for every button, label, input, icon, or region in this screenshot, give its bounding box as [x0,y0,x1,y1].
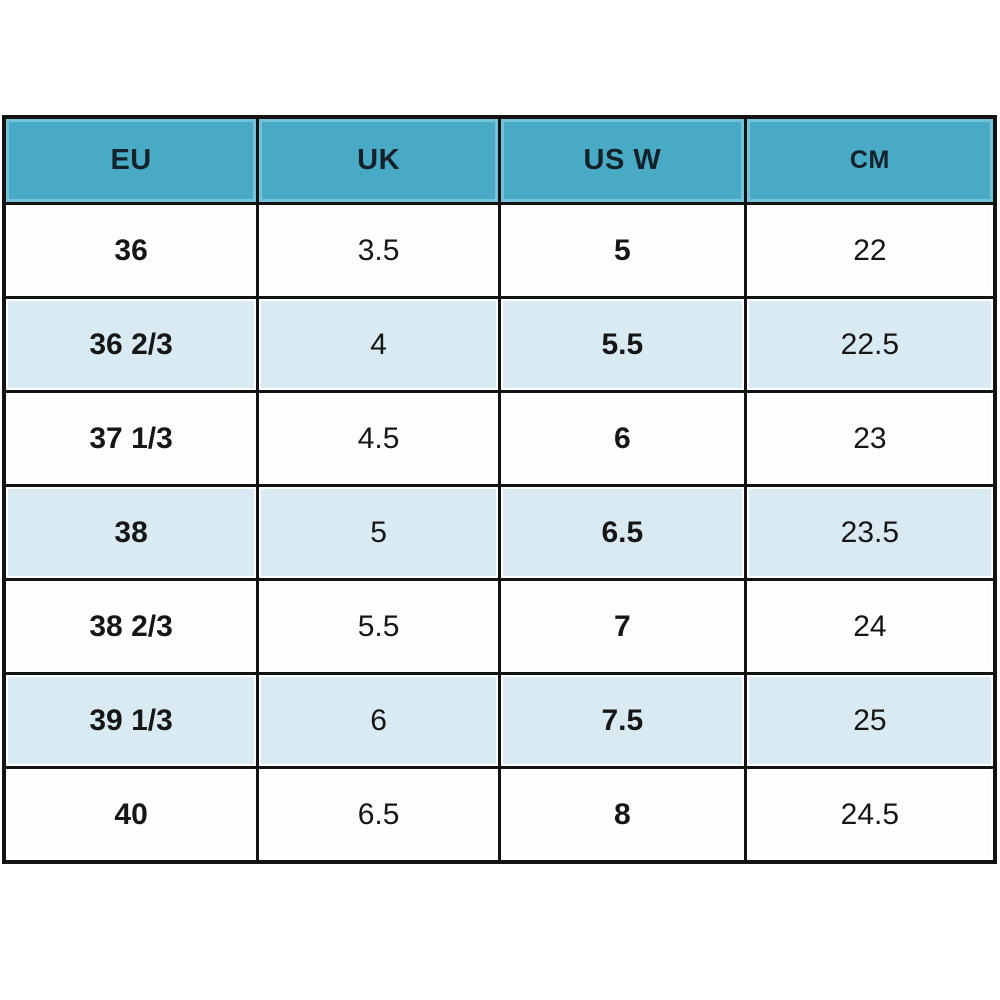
cell-cm: 22.5 [743,296,997,393]
cell-cm: 24 [743,578,997,675]
cell-uk: 5.5 [256,578,501,675]
cell-eu: 38 2/3 [2,578,260,675]
cell-cm: 23.5 [743,484,997,581]
cell-eu: 37 1/3 [2,390,260,487]
cell-eu: 40 [2,766,260,864]
header-cell-usw: US W [497,115,747,205]
cell-cm: 25 [743,672,997,769]
cell-uk: 6 [256,672,501,769]
table-row: 39 1/3 6 7.5 25 [2,672,997,769]
cell-eu: 36 [2,202,260,299]
cell-usw: 8 [497,766,747,864]
cell-eu: 36 2/3 [2,296,260,393]
cell-usw: 6 [497,390,747,487]
header-cell-cm: CM [743,115,997,205]
cell-cm: 22 [743,202,997,299]
cell-usw: 7.5 [497,672,747,769]
table-row: 36 3.5 5 22 [2,202,997,299]
cell-eu: 39 1/3 [2,672,260,769]
table-row: 38 2/3 5.5 7 24 [2,578,997,675]
table-row: 37 1/3 4.5 6 23 [2,390,997,487]
cell-eu: 38 [2,484,260,581]
cell-cm: 24.5 [743,766,997,864]
cell-uk: 5 [256,484,501,581]
cell-uk: 3.5 [256,202,501,299]
table-row: 36 2/3 4 5.5 22.5 [2,296,997,393]
cell-uk: 4 [256,296,501,393]
cell-uk: 4.5 [256,390,501,487]
size-conversion-table: EU UK US W CM 36 3.5 5 22 36 2/3 4 5.5 2… [2,115,997,864]
cell-usw: 5.5 [497,296,747,393]
header-row: EU UK US W CM [2,115,997,205]
cell-cm: 23 [743,390,997,487]
table-row: 40 6.5 8 24.5 [2,766,997,864]
table-row: 38 5 6.5 23.5 [2,484,997,581]
cell-usw: 7 [497,578,747,675]
cell-usw: 6.5 [497,484,747,581]
header-cell-uk: UK [256,115,501,205]
cell-uk: 6.5 [256,766,501,864]
cell-usw: 5 [497,202,747,299]
header-cell-eu: EU [2,115,260,205]
